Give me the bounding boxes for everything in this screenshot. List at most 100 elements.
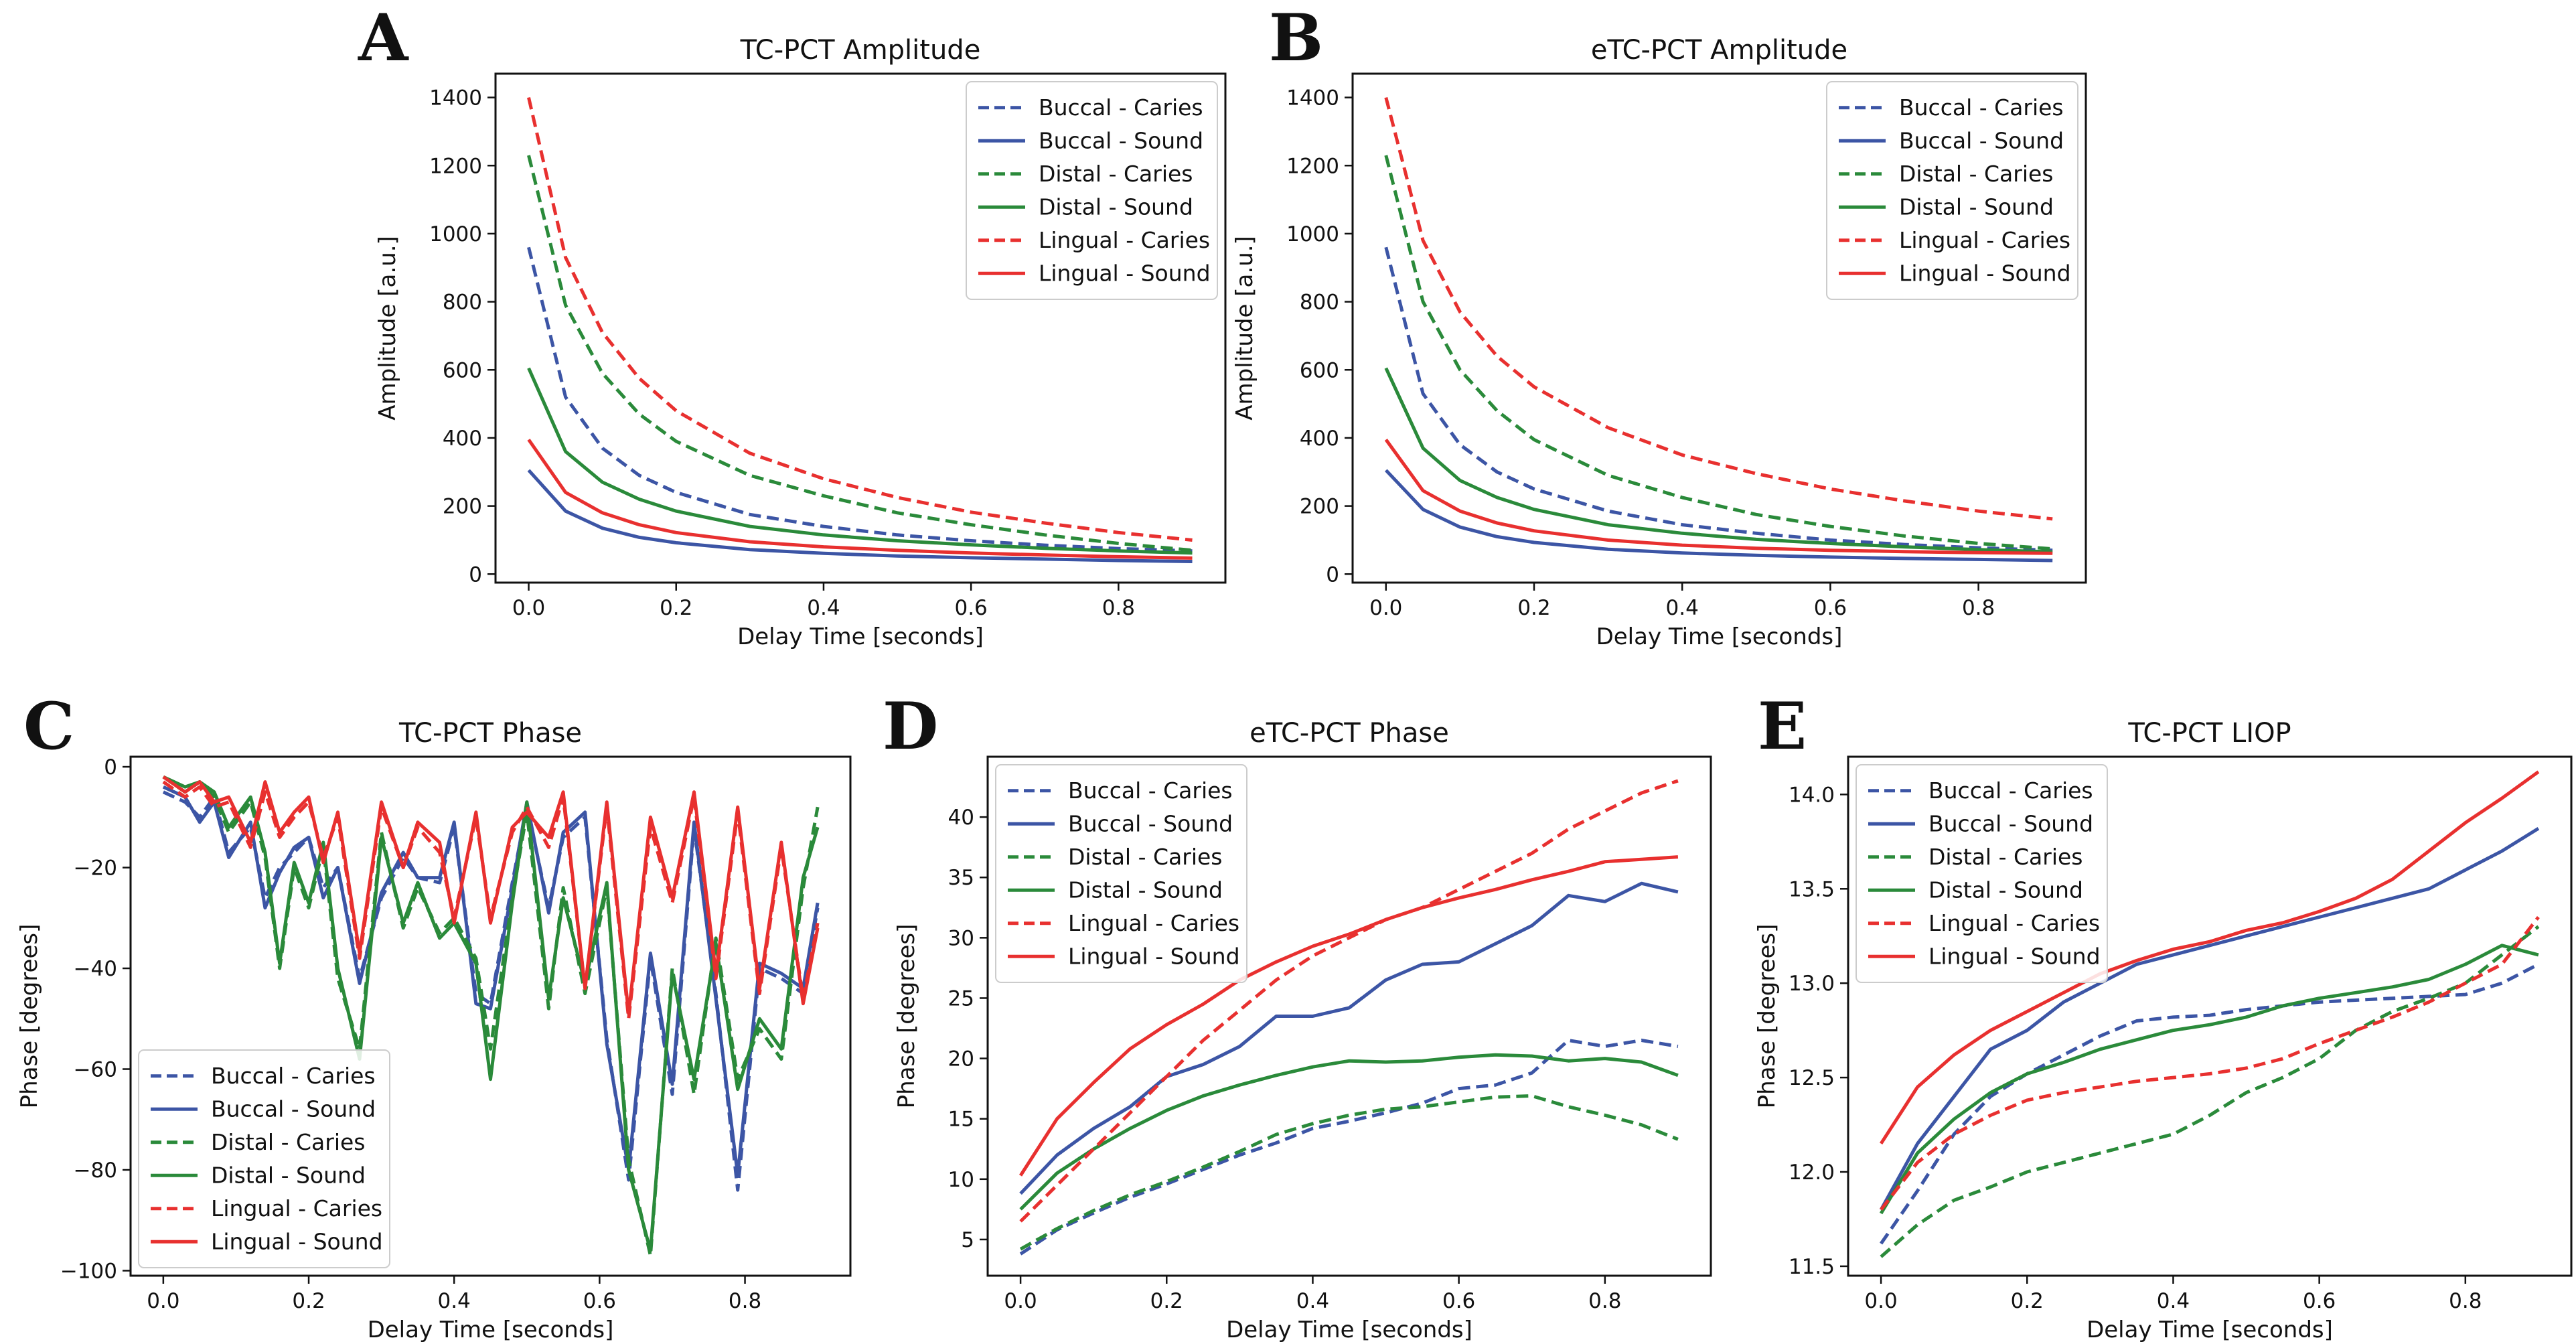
legend: Buccal - Caries Buccal - Sound Distal - Ca… xyxy=(138,1049,390,1268)
series-group xyxy=(1879,770,2540,1258)
series-line-lingual-sound xyxy=(1384,439,2053,555)
x-tick-label: 0.8 xyxy=(1102,596,1135,620)
y-tick-label: 600 xyxy=(443,358,482,382)
legend-label: Lingual - Caries xyxy=(211,1195,382,1221)
series-line-buccal-sound xyxy=(1384,469,2053,563)
y-tick-label: 200 xyxy=(1300,495,1339,519)
x-tick-label: 0.6 xyxy=(2303,1289,2336,1313)
y-tick-label: −60 xyxy=(74,1058,117,1082)
legend-label: Lingual - Caries xyxy=(1899,227,2070,253)
y-tick-label: 10 xyxy=(948,1168,974,1192)
legend-label: Buccal - Sound xyxy=(1039,127,1203,153)
y-tick-label: 1200 xyxy=(429,154,482,178)
y-tick-label: 1000 xyxy=(429,222,482,246)
series-line-lingual-caries xyxy=(162,780,820,1021)
legend-box xyxy=(995,764,1247,983)
series-line-buccal-caries xyxy=(1384,246,2053,552)
legend-label: Lingual - Sound xyxy=(1068,943,1240,969)
series-line-distal-sound xyxy=(1879,944,2539,1215)
y-tick-label: 1000 xyxy=(1286,222,1339,246)
series-line-buccal-sound xyxy=(1879,826,2540,1211)
series-line-distal-caries xyxy=(527,155,1193,552)
series-line-lingual-caries xyxy=(1019,779,1679,1223)
y-tick-label: 0 xyxy=(1326,563,1339,587)
series-group xyxy=(1018,779,1679,1256)
legend-label: Distal - Caries xyxy=(211,1129,365,1155)
x-axis-label: Delay Time [seconds] xyxy=(1596,623,1843,650)
legend-label: Buccal - Caries xyxy=(1928,777,2093,804)
plot-frame xyxy=(1847,755,2573,1277)
x-tick-label: 0.6 xyxy=(1814,596,1847,620)
legend-label: Distal - Caries xyxy=(1039,161,1193,187)
legend-label: Buccal - Caries xyxy=(211,1063,376,1089)
legend-label: Distal - Caries xyxy=(1928,844,2082,870)
legend-label: Distal - Sound xyxy=(1899,194,2054,220)
panel-letter: B xyxy=(1269,0,1323,76)
panel-A: A TC-PCT Amplitude 0.0 0.2 0.4 0.6 0.8 0 200 400 6… xyxy=(358,0,1227,650)
x-tick-label: 0.0 xyxy=(1369,596,1402,620)
series-line-lingual-caries xyxy=(1384,96,2053,521)
legend-label: Buccal - Sound xyxy=(1928,810,2093,836)
y-tick-label: 200 xyxy=(443,495,482,519)
series-line-lingual-caries xyxy=(527,97,1193,542)
y-tick-label: 1400 xyxy=(429,86,482,110)
series-line-distal-sound xyxy=(1384,367,2053,554)
legend-label: Buccal - Caries xyxy=(1899,94,2064,121)
y-tick-label: 35 xyxy=(948,866,974,890)
y-tick-label: 13.0 xyxy=(1789,972,1835,996)
x-tick-label: 0.6 xyxy=(583,1289,616,1313)
y-axis-label: Phase [degrees] xyxy=(16,924,43,1109)
y-tick-label: 600 xyxy=(1300,358,1339,382)
legend-label: Distal - Caries xyxy=(1899,161,2053,187)
series-line-buccal-sound xyxy=(527,469,1193,563)
series-line-buccal-sound xyxy=(162,785,820,1177)
series-line-distal-caries xyxy=(1384,155,2053,551)
plot-frame xyxy=(1351,72,2087,584)
legend-box xyxy=(966,81,1218,300)
x-axis-label: Delay Time [seconds] xyxy=(368,1317,614,1342)
series-line-distal-caries xyxy=(1019,1094,1679,1251)
x-tick-label: 0.2 xyxy=(2011,1289,2044,1313)
y-tick-label: 800 xyxy=(1300,291,1339,315)
panel-C: C TC-PCT Phase 0.0 0.2 0.4 0.6 0.8 −100 −80 −60 −4… xyxy=(16,688,852,1342)
x-tick-label: 0.8 xyxy=(2449,1289,2482,1313)
y-axis-label: Amplitude [a.u.] xyxy=(374,236,401,421)
x-tick-label: 0.2 xyxy=(1150,1289,1183,1313)
series-line-distal-sound xyxy=(162,775,820,1252)
y-tick-label: 400 xyxy=(443,427,482,451)
y-tick-label: 400 xyxy=(1300,427,1339,451)
x-axis-label: Delay Time [seconds] xyxy=(1226,1317,1472,1342)
chart-title: eTC-PCT Phase xyxy=(1249,718,1449,749)
legend-label: Distal - Sound xyxy=(1068,877,1223,903)
x-tick-label: 0.0 xyxy=(512,596,545,620)
series-line-lingual-sound xyxy=(162,775,820,1016)
y-tick-label: 1200 xyxy=(1286,154,1339,178)
legend-label: Distal - Sound xyxy=(211,1162,366,1188)
legend-label: Buccal - Sound xyxy=(211,1096,376,1122)
x-tick-label: 0.4 xyxy=(1296,1289,1329,1313)
y-axis-label: Phase [degrees] xyxy=(1754,924,1781,1109)
x-tick-label: 0.8 xyxy=(729,1289,761,1313)
y-tick-label: 12.0 xyxy=(1789,1161,1835,1185)
panel-letter: A xyxy=(358,0,409,76)
x-tick-label: 0.6 xyxy=(954,596,987,620)
x-tick-label: 0.8 xyxy=(1588,1289,1621,1313)
legend-label: Lingual - Sound xyxy=(211,1228,383,1254)
y-axis-label: Amplitude [a.u.] xyxy=(1231,236,1258,421)
y-tick-label: −20 xyxy=(74,856,117,881)
y-tick-label: 25 xyxy=(948,986,974,1011)
legend: Buccal - Caries Buccal - Sound Distal - Ca… xyxy=(966,81,1218,300)
y-tick-label: 5 xyxy=(961,1228,974,1252)
plot-frame xyxy=(986,755,1712,1277)
x-tick-label: 0.2 xyxy=(292,1289,325,1313)
legend: Buccal - Caries Buccal - Sound Distal - Ca… xyxy=(1855,764,2108,983)
legend-label: Lingual - Sound xyxy=(1039,260,1211,286)
plot-frame xyxy=(129,755,852,1277)
y-tick-label: 0 xyxy=(104,755,117,779)
x-tick-label: 0.0 xyxy=(1004,1289,1037,1313)
chart-title: TC-PCT LIOP xyxy=(2127,718,2291,749)
panel-letter: E xyxy=(1758,688,1807,764)
